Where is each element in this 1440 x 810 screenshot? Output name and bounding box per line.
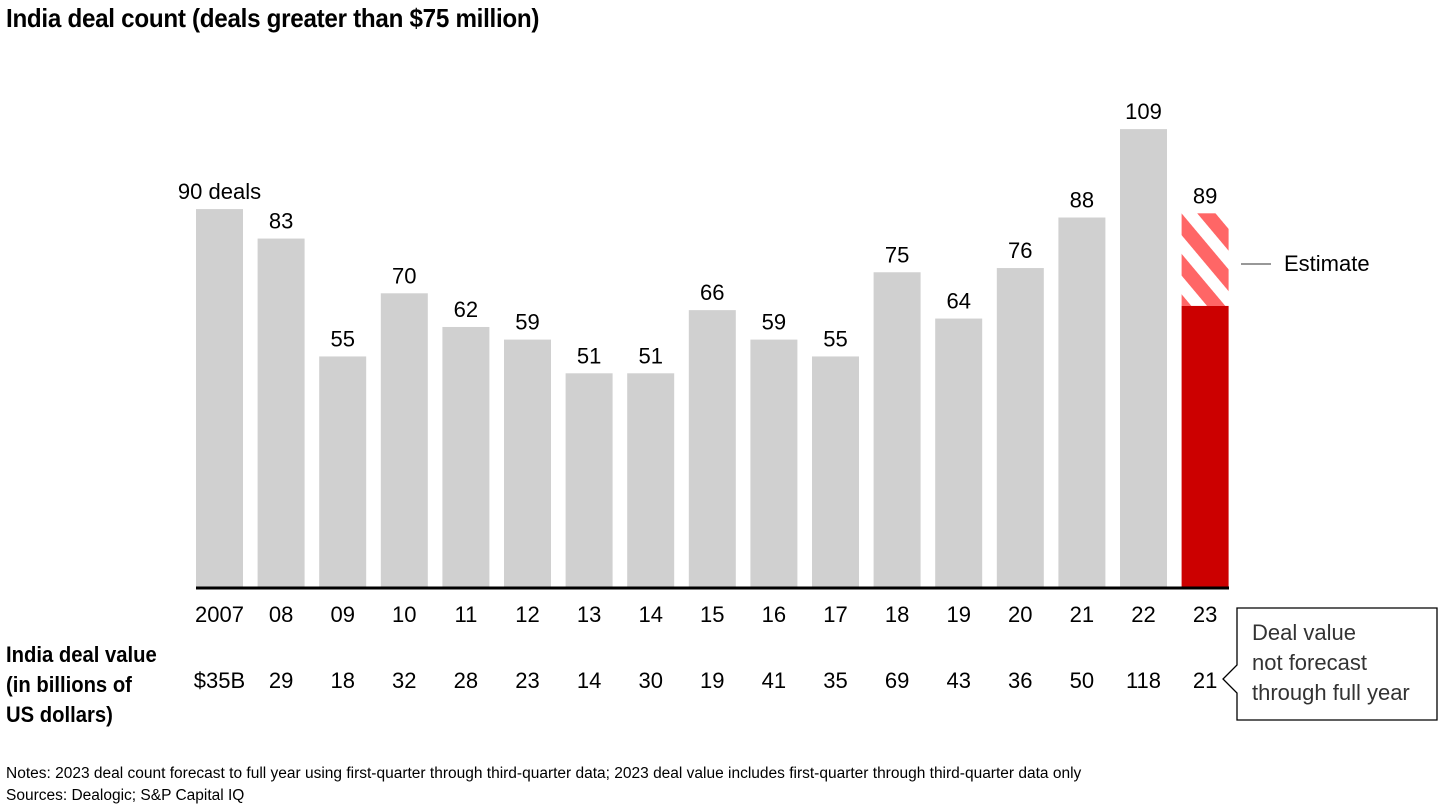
callout-box [1222,607,1438,721]
deal-value-cell: 30 [638,668,662,693]
bar-13 [565,373,613,588]
deal-value-cell: 14 [577,668,601,693]
deal-value-cell: 41 [762,668,786,693]
bar-12 [504,339,551,588]
deal-value-cell: 18 [330,668,354,693]
bar-21 [1058,217,1106,588]
bar-value-label: 83 [269,209,293,234]
footnotes: Notes: 2023 deal count forecast to full … [6,763,1081,807]
notes-text: Notes: 2023 deal count forecast to full … [6,765,1082,782]
deal-value-cell: 50 [1070,668,1094,693]
x-tick-label: 13 [577,602,601,627]
bar-value-label: 51 [577,343,601,368]
estimate-legend-label: Estimate [1284,251,1370,276]
x-tick-label: 20 [1008,602,1032,627]
bar-22 [1120,129,1167,589]
bar-15 [688,310,736,588]
deal-value-cell: 29 [269,668,293,693]
bar-value-label: 89 [1193,183,1217,208]
bar-16 [750,339,798,588]
callout-text: Deal value not forecast through full yea… [1252,618,1410,708]
bar-value-label: 109 [1125,99,1162,124]
deal-value-cell: $35B [194,668,245,693]
bar-value-label: 59 [515,310,539,335]
deal-value-cell: 21 [1193,668,1217,693]
bar-value-label: 64 [946,289,970,314]
sources-text: Sources: Dealogic; S&P Capital IQ [6,787,245,804]
bar-value-label: 59 [762,310,786,335]
bar-19 [935,318,983,588]
x-tick-label: 15 [700,602,724,627]
bars-group [196,129,1229,589]
x-tick-label: 08 [269,602,293,627]
bar-value-label: 75 [885,242,909,267]
bar-value-label: 55 [330,326,354,351]
deal-value-cell: 118 [1126,668,1161,693]
x-tick-label: 16 [762,602,786,627]
x-tick-label: 22 [1131,602,1155,627]
x-tick-label: 14 [638,602,662,627]
deal-value-cell: 36 [1008,668,1032,693]
bar-10 [380,293,428,588]
bar-2007 [196,209,243,588]
bar-value-label: 55 [823,326,847,351]
chart-title: India deal count (deals greater than $75… [6,3,540,33]
x-tick-label: 21 [1070,602,1094,627]
deal-value-label-line: India deal value [6,642,157,667]
deal-value-label-line: (in billions of [6,672,132,697]
deal-value-cell: 43 [946,668,970,693]
x-tick-label: 17 [823,602,847,627]
deal-value-cell: 19 [700,668,724,693]
deal-value-label-line: US dollars) [6,702,113,727]
x-tick-label: 19 [946,602,970,627]
x-tick-label: 10 [392,602,416,627]
bar-18 [873,272,921,588]
bar-value-label: 90 deals [178,179,261,204]
callout-line: Deal value [1252,620,1356,645]
x-tick-label: 2007 [195,602,244,627]
bar-estimate-23 [1181,213,1229,306]
bar-value-label: 51 [638,343,662,368]
bar-23 [1181,305,1229,588]
deal-value-cell: 23 [515,668,539,693]
callout-line: through full year [1252,680,1410,705]
deal-value-cell: 28 [454,668,478,693]
deal-value-row-label: India deal value (in billions of US doll… [6,640,157,730]
deal-value-cell: 69 [885,668,909,693]
bar-value-label: 66 [700,280,724,305]
deal-value-cell: 35 [823,668,847,693]
deal-value-row-group: $35B 29 18 32 28 23 14 30 19 41 35 69 43 36 50 118 21 [194,668,1218,693]
bar-value-label: 76 [1008,238,1032,263]
x-tick-label: 23 [1193,602,1217,627]
bar-14 [627,373,675,588]
bar-value-label: 88 [1070,188,1094,213]
bar-labels-group: 90 deals 83 55 70 62 59 51 51 66 59 55 75 64 76 88 109 8… [178,99,1217,368]
x-tick-label: 09 [330,602,354,627]
bar-value-label: 70 [392,263,416,288]
bar-09 [319,356,367,588]
x-tick-label: 11 [454,602,477,627]
bar-08 [257,238,305,588]
x-tick-labels-group: 2007 08 09 10 11 12 13 14 15 16 17 18 19 20 21 22 23 [195,602,1217,627]
bar-11 [442,326,490,588]
x-tick-label: 18 [885,602,909,627]
bar-17 [812,356,859,588]
bar-20 [996,268,1044,588]
deal-value-cell: 32 [392,668,416,693]
x-tick-label: 12 [515,602,539,627]
bar-value-label: 62 [454,297,478,322]
callout-line: not forecast [1252,650,1367,675]
